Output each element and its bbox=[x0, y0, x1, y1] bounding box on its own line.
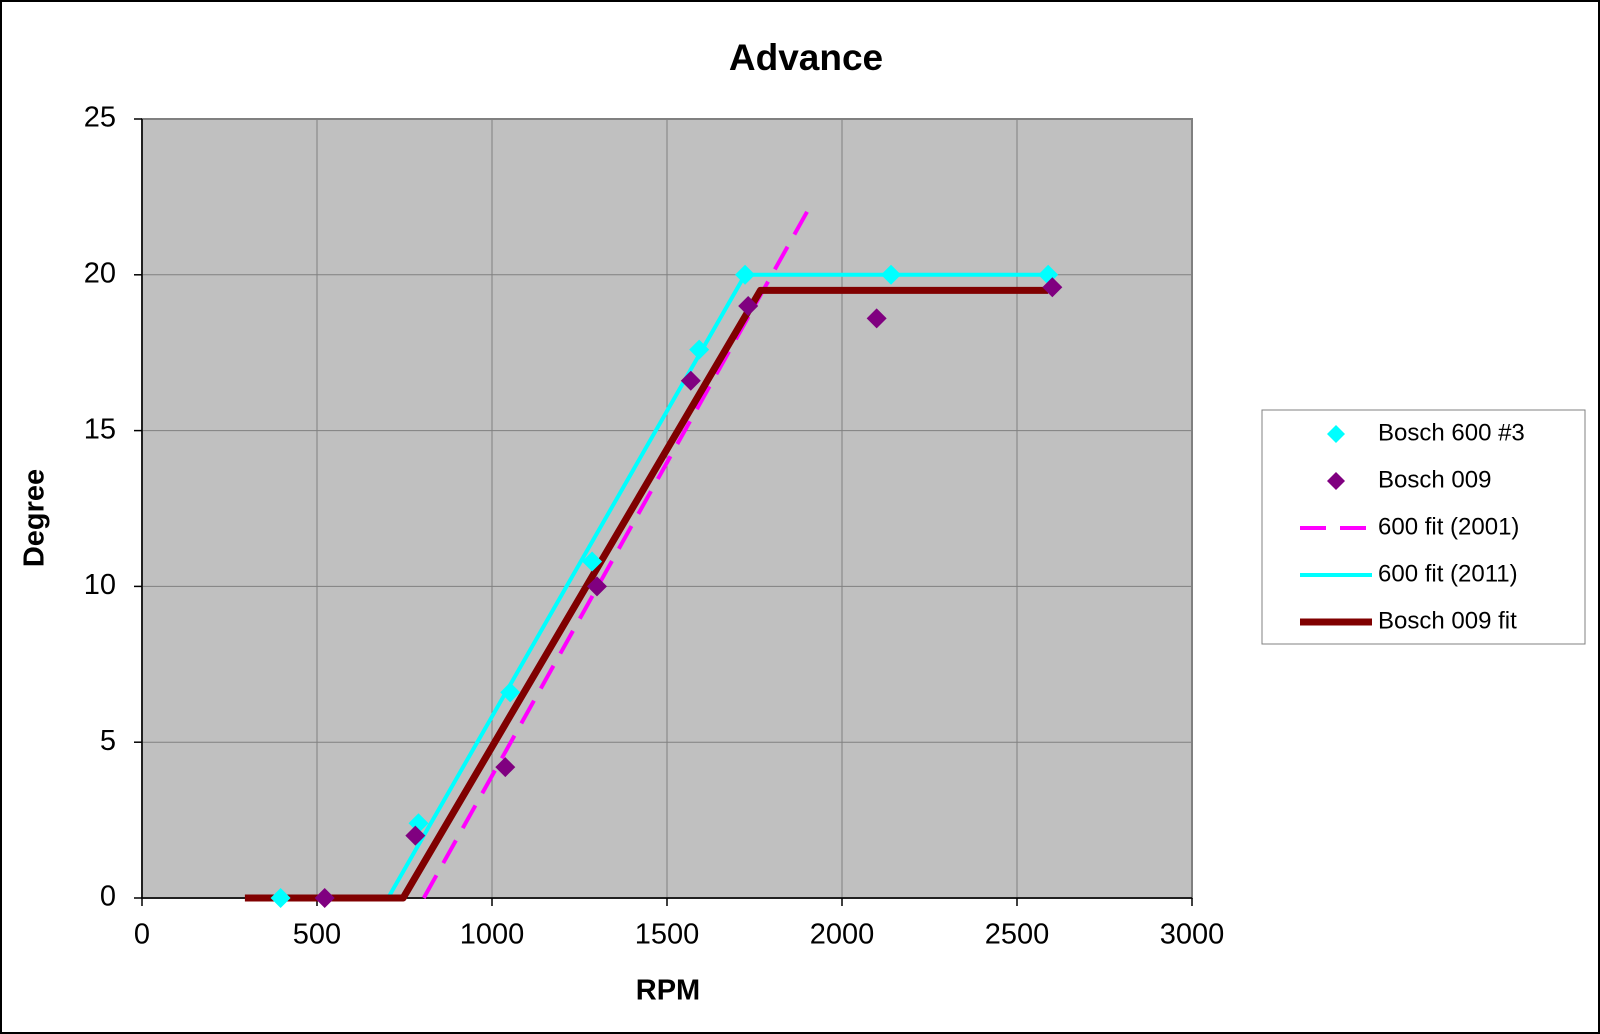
y-tick-label: 25 bbox=[84, 102, 116, 134]
x-tick-label: 2500 bbox=[985, 919, 1050, 951]
data-point bbox=[680, 370, 701, 391]
data-point bbox=[881, 264, 901, 285]
x-tick-label: 3000 bbox=[1160, 919, 1225, 951]
data-point bbox=[270, 888, 291, 908]
y-tick-label: 10 bbox=[84, 569, 116, 601]
legend-label: 600 fit (2001) bbox=[1378, 513, 1519, 540]
data-point bbox=[1042, 277, 1063, 298]
data-point bbox=[405, 825, 426, 846]
data-point bbox=[738, 295, 759, 316]
data-point bbox=[314, 888, 335, 908]
y-tick-label: 0 bbox=[100, 881, 116, 913]
x-tick-label: 0 bbox=[134, 919, 150, 951]
data-point bbox=[735, 264, 756, 285]
data-point bbox=[866, 308, 887, 329]
y-tick-label: 15 bbox=[84, 413, 116, 445]
data-point bbox=[587, 576, 607, 597]
data-point bbox=[500, 682, 521, 703]
y-tick-label: 5 bbox=[100, 725, 116, 757]
chart-title: Advance bbox=[729, 37, 883, 78]
x-axis-label: RPM bbox=[636, 975, 700, 1007]
x-tick-label: 1500 bbox=[635, 919, 700, 951]
x-tick-label: 1000 bbox=[460, 919, 525, 951]
data-point bbox=[495, 757, 516, 778]
data-point bbox=[689, 339, 710, 360]
data-point bbox=[582, 551, 603, 572]
legend-label: Bosch 009 fit bbox=[1378, 607, 1517, 634]
legend-label: Bosch 600 #3 bbox=[1378, 419, 1525, 446]
legend-marker bbox=[1327, 425, 1345, 443]
y-tick-label: 20 bbox=[84, 257, 116, 289]
legend-label: Bosch 009 bbox=[1378, 466, 1491, 493]
x-tick-label: 2000 bbox=[810, 919, 875, 951]
legend-label: 600 fit (2011) bbox=[1378, 560, 1518, 587]
y-axis-label: Degree bbox=[19, 469, 51, 567]
legend-marker bbox=[1327, 472, 1345, 490]
x-tick-label: 500 bbox=[293, 919, 341, 951]
